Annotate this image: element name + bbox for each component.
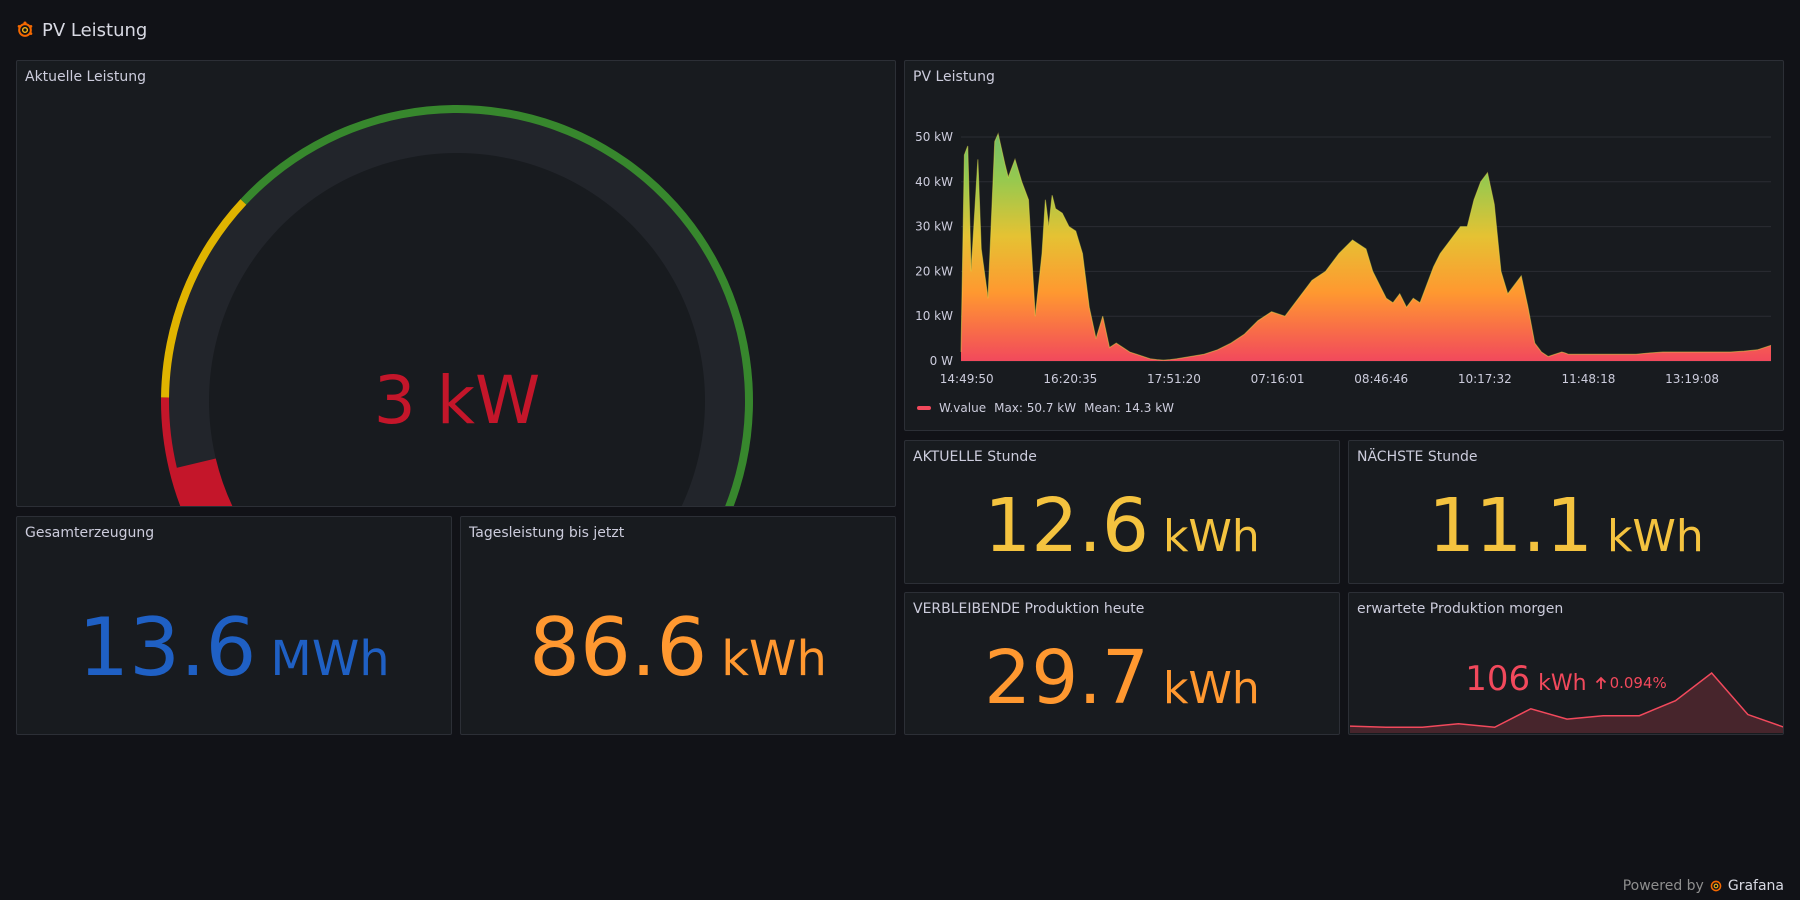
verbleibende-unit: kWh <box>1162 663 1260 714</box>
timeseries-chart: 0 W 10 kW 20 kW 30 kW 40 kW 50 kW 14:49:50 16:… <box>915 130 1772 386</box>
x-tick-label: 17:51:20 <box>1147 372 1201 386</box>
verbleibende-panel: VERBLEIBENDE Produktion heute 29.7 kWh <box>904 592 1340 735</box>
legend[interactable]: W.value Max: 50.7 kW Mean: 14.3 kW <box>917 401 1174 415</box>
y-tick-label: 30 kW <box>915 220 953 234</box>
timeseries-panel-title[interactable]: PV Leistung <box>913 69 995 85</box>
gesamterzeugung-unit: MWh <box>270 631 390 687</box>
y-tick-label: 50 kW <box>915 130 953 144</box>
arrow-up-icon <box>1595 676 1606 689</box>
morgen-unit: kWh <box>1538 671 1587 696</box>
aktuelle-stunde-unit: kWh <box>1162 511 1260 562</box>
grafana-brand-link[interactable]: Grafana <box>1727 878 1784 894</box>
grafana-logo-icon[interactable] <box>16 21 34 39</box>
x-tick-label: 13:19:08 <box>1665 372 1719 386</box>
aktuelle-stunde-stat: 12.6 kWh <box>905 483 1339 569</box>
gauge-track <box>167 110 747 506</box>
x-tick-label: 08:46:46 <box>1354 372 1408 386</box>
verbleibende-title[interactable]: VERBLEIBENDE Produktion heute <box>913 601 1145 617</box>
tagesleistung-stat: 86.6 kWh <box>461 601 895 694</box>
gesamterzeugung-stat: 13.6 MWh <box>17 601 451 694</box>
dashboard-title[interactable]: PV Leistung <box>42 19 148 41</box>
naechste-stunde-unit: kWh <box>1606 511 1704 562</box>
gauge-value-fill <box>174 458 233 506</box>
morgen-delta: 0.094% <box>1595 674 1667 692</box>
aktuelle-stunde-title[interactable]: AKTUELLE Stunde <box>913 449 1037 465</box>
morgen-panel: erwartete Produktion morgen 106 kWh 0.09… <box>1348 592 1784 735</box>
gauge-threshold-0 <box>161 397 189 506</box>
gauge-threshold-1 <box>161 199 247 398</box>
y-tick-label: 40 kW <box>915 175 953 189</box>
x-tick-label: 07:16:01 <box>1251 372 1305 386</box>
naechste-stunde-title[interactable]: NÄCHSTE Stunde <box>1357 449 1478 465</box>
naechste-stunde-stat: 11.1 kWh <box>1349 483 1783 569</box>
tagesleistung-value: 86.6 <box>529 601 708 694</box>
aktuelle-stunde-value: 12.6 <box>984 483 1149 569</box>
legend-mean: Mean: 14.3 kW <box>1084 401 1175 415</box>
verbleibende-value: 29.7 <box>984 635 1149 721</box>
grafana-footer-logo-icon <box>1710 880 1722 892</box>
x-tick-label: 10:17:32 <box>1458 372 1512 386</box>
tagesleistung-title[interactable]: Tagesleistung bis jetzt <box>469 525 625 541</box>
naechste-stunde-value: 11.1 <box>1428 483 1593 569</box>
series-line-w-value <box>960 132 1772 361</box>
y-tick-label: 0 W <box>930 354 953 368</box>
morgen-sparkline <box>1349 671 1783 733</box>
timeseries-panel: PV Leistung 0 W 10 kW 20 kW 30 kW 40 kW 50 kW… <box>904 60 1784 431</box>
morgen-title[interactable]: erwartete Produktion morgen <box>1357 601 1564 617</box>
morgen-stat: 106 kWh 0.094% <box>1349 659 1783 699</box>
gauge-panel: Aktuelle Leistung 3 kW <box>16 60 896 507</box>
y-tick-label: 20 kW <box>915 264 953 278</box>
sparkline-area <box>1350 673 1783 733</box>
morgen-value: 106 <box>1465 659 1531 699</box>
dashboard-header: PV Leistung <box>16 18 147 42</box>
gesamterzeugung-panel: Gesamterzeugung 13.6 MWh <box>16 516 452 735</box>
x-tick-label: 11:48:18 <box>1561 372 1615 386</box>
gesamterzeugung-value: 13.6 <box>78 601 257 694</box>
gesamterzeugung-title[interactable]: Gesamterzeugung <box>25 525 155 541</box>
series-area-w-value <box>961 133 1771 361</box>
footer: Powered by Grafana <box>1623 878 1784 894</box>
y-tick-label: 10 kW <box>915 309 953 323</box>
tagesleistung-unit: kWh <box>721 631 827 687</box>
gauge-chart: 3 kW <box>161 105 754 506</box>
legend-color-swatch <box>917 406 931 410</box>
tagesleistung-panel: Tagesleistung bis jetzt 86.6 kWh <box>460 516 896 735</box>
powered-by-text: Powered by <box>1622 878 1704 894</box>
naechste-stunde-panel: NÄCHSTE Stunde 11.1 kWh <box>1348 440 1784 584</box>
x-tick-label: 16:20:35 <box>1043 372 1097 386</box>
x-tick-label: 14:49:50 <box>940 372 994 386</box>
morgen-delta-value: 0.094% <box>1609 674 1667 692</box>
verbleibende-stat: 29.7 kWh <box>905 635 1339 721</box>
gauge-value: 3 kW <box>374 362 540 439</box>
aktuelle-stunde-panel: AKTUELLE Stunde 12.6 kWh <box>904 440 1340 584</box>
legend-max: Max: 50.7 kW <box>994 401 1077 415</box>
gauge-panel-title[interactable]: Aktuelle Leistung <box>25 69 146 85</box>
sparkline-line <box>1349 671 1783 728</box>
legend-series-name[interactable]: W.value <box>939 401 987 415</box>
